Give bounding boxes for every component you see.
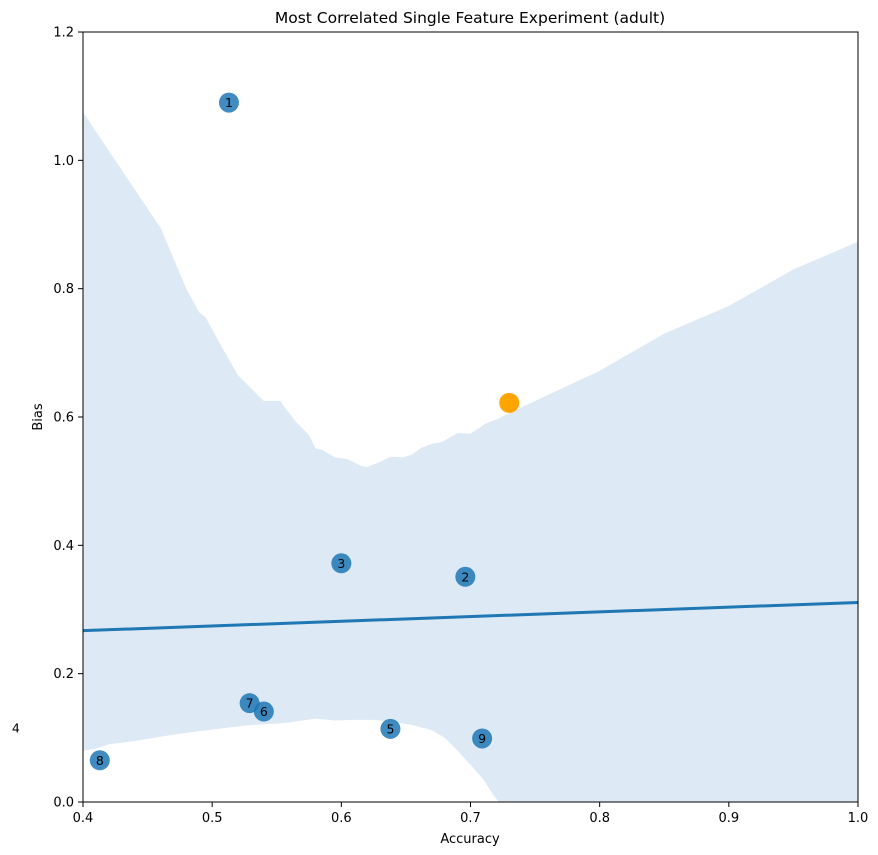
y-tick-label: 1.0 (53, 154, 74, 169)
data-point (472, 728, 493, 749)
x-tick-label: 1.0 (848, 811, 869, 826)
data-point-label: 2 (461, 569, 469, 584)
y-axis: 0.0 0.2 0.4 0.6 0.8 1.0 1.2 (53, 26, 83, 811)
y-tick-label: 1.2 (53, 26, 74, 41)
y-axis-label: Bias (31, 403, 46, 430)
data-point-label: 8 (96, 753, 104, 768)
y-tick-label: 0.2 (53, 667, 74, 682)
outside-point-label: 4 (12, 721, 20, 736)
confidence-band (83, 112, 858, 802)
x-tick-label: 0.9 (718, 811, 739, 826)
data-point (239, 693, 260, 714)
x-axis: 0.4 0.5 0.6 0.7 0.8 0.9 1.0 (73, 802, 869, 826)
y-tick-label: 0.6 (53, 411, 74, 426)
data-point-label: 1 (225, 95, 233, 110)
data-point (380, 718, 401, 739)
x-tick-label: 0.8 (589, 811, 610, 826)
data-point-label: 3 (337, 556, 345, 571)
x-tick-label: 0.7 (460, 811, 481, 826)
highlight-point (499, 392, 520, 413)
x-tick-label: 0.6 (331, 811, 352, 826)
x-axis-label: Accuracy (440, 832, 500, 847)
data-point-label: 7 (246, 696, 254, 711)
data-point-label: 9 (478, 731, 486, 746)
y-tick-label: 0.8 (53, 282, 74, 297)
data-point-label: 5 (386, 721, 394, 736)
y-tick-label: 0.4 (53, 539, 74, 554)
data-point (455, 566, 476, 587)
data-point (89, 750, 110, 771)
y-tick-label: 0.0 (53, 796, 74, 811)
data-point (218, 92, 239, 113)
plot-area: 1 2 3 5 67 8 9 (83, 92, 858, 802)
x-tick-label: 0.4 (73, 811, 94, 826)
x-tick-label: 0.5 (202, 811, 223, 826)
data-point (331, 553, 352, 574)
data-point-label: 6 (260, 704, 268, 719)
chart-title: Most Correlated Single Feature Experimen… (275, 9, 665, 27)
regression-line (83, 600, 858, 633)
